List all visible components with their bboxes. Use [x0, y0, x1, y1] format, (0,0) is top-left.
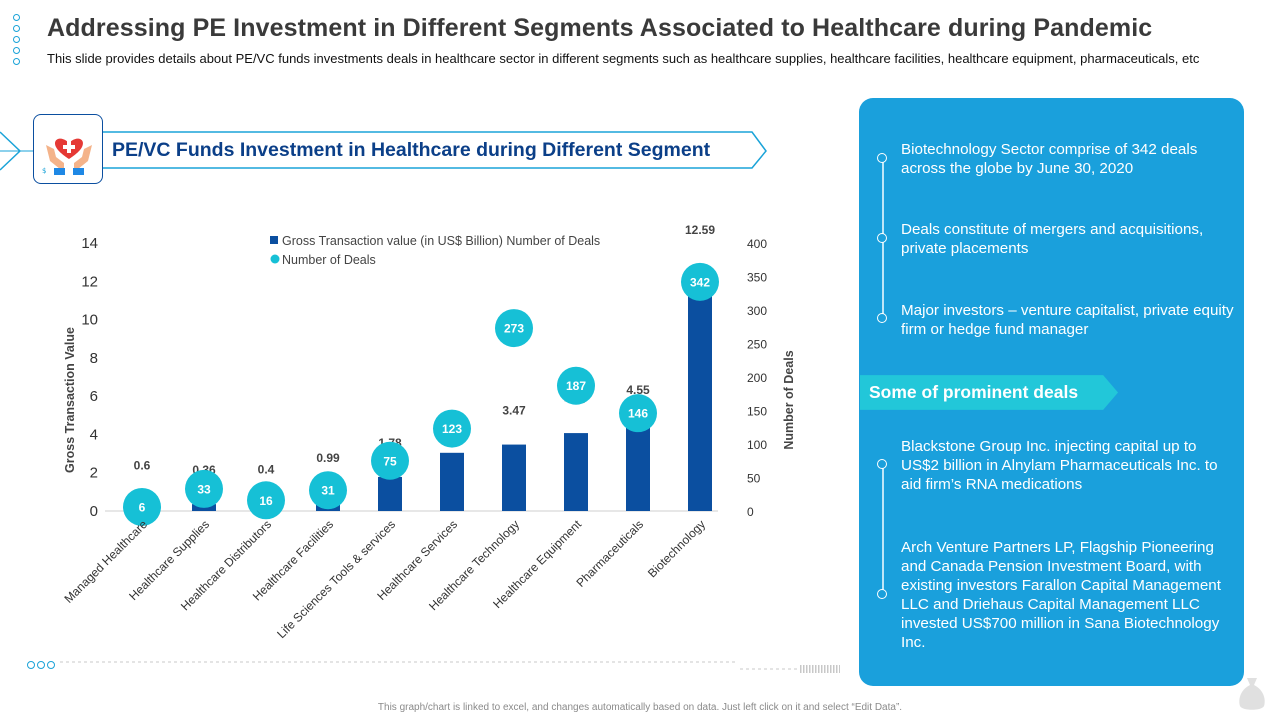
y2-tick-label: 250 [747, 338, 767, 352]
insight-text: Major investors – venture capitalist, pr… [901, 302, 1234, 338]
decorative-dots [13, 14, 20, 69]
bar [502, 444, 526, 511]
y-axis-title: Gross Transaction Value [63, 327, 77, 473]
bar-data-label: 0.99 [316, 451, 340, 465]
bar-data-label: 12.59 [685, 223, 715, 237]
insight-text: Deals constitute of mergers and acquisit… [901, 221, 1204, 257]
timeline-dot [877, 459, 887, 469]
bar [440, 452, 464, 511]
deal-count-label: 187 [566, 379, 586, 393]
deal-count-label: 342 [690, 275, 710, 289]
y2-tick-label: 50 [747, 472, 761, 486]
bar-data-label: 0.6 [134, 459, 151, 473]
deals-heading-tag [860, 375, 1119, 410]
insight-text: Biotechnology Sector comprise of 342 dea… [901, 141, 1198, 177]
y-tick-label: 2 [90, 465, 98, 482]
bar [378, 476, 402, 511]
svg-text:$: $ [42, 167, 46, 175]
deal-count-bubble [433, 409, 471, 448]
deal-count-bubble [495, 309, 533, 348]
y2-tick-label: 0 [747, 505, 754, 519]
timeline-dot [877, 313, 887, 323]
deals-heading: Some of prominent deals [869, 382, 1079, 402]
bar [688, 269, 712, 511]
deal-count-label: 75 [383, 454, 397, 468]
y-tick-label: 0 [90, 503, 98, 520]
deal-count-label: 33 [197, 482, 211, 496]
bar [564, 433, 588, 511]
y-tick-label: 14 [81, 235, 98, 252]
category-label: Pharmaceuticals [573, 517, 646, 590]
decorative-bottom-dots [27, 656, 57, 674]
page-subtitle: This slide provides details about PE/VC … [47, 51, 1200, 66]
deal-count-bubble [619, 394, 657, 433]
bar-data-label: 0.4 [258, 462, 275, 476]
deal-count-bubble [185, 469, 223, 508]
y2-axis-title: Number of Deals [782, 350, 796, 449]
y2-tick-label: 100 [747, 438, 767, 452]
y2-tick-label: 300 [747, 304, 767, 318]
timeline-dot [877, 233, 887, 243]
bar [626, 423, 650, 511]
y2-tick-label: 150 [747, 405, 767, 419]
deal-text: Blackstone Group Inc. injecting capital … [901, 438, 1218, 493]
y-tick-label: 10 [81, 312, 98, 329]
timeline-dot [877, 589, 887, 599]
y2-tick-label: 200 [747, 371, 767, 385]
combo-chart: 0 2 4 6 8 10 12 14 0 50 100 150 200 250 300 350 400 0.6… [60, 223, 840, 673]
legend-bar-swatch [270, 236, 278, 244]
category-label: Biotechnology [645, 517, 708, 580]
deal-text: Arch Venture Partners LP, Flagship Pione… [901, 539, 1221, 651]
y-tick-label: 12 [81, 273, 98, 290]
deal-count-bubble [123, 487, 161, 526]
deal-count-label: 273 [504, 322, 524, 336]
deal-count-label: 123 [442, 422, 462, 436]
category-label: Life Sciences Tools & services [274, 517, 398, 641]
legend-bar-label: Gross Transaction value (in US$ Billion)… [282, 234, 600, 248]
deal-count-bubble [247, 481, 285, 520]
y-tick-label: 6 [90, 388, 98, 405]
timeline-dot [877, 153, 887, 163]
page-title: Addressing PE Investment in Different Se… [47, 14, 1153, 42]
deal-count-bubble [681, 262, 719, 301]
deal-count-label: 16 [259, 494, 273, 508]
timeline-line-bottom [882, 464, 884, 594]
healthcare-icon-box: $ [33, 114, 103, 184]
deal-count-bubble [309, 471, 347, 510]
y2-tick-label: 350 [747, 271, 767, 285]
deal-count-label: 31 [321, 484, 335, 498]
legend-bubble-label: Number of Deals [282, 253, 376, 267]
chart-section-title: PE/VC Funds Investment in Healthcare dur… [112, 139, 711, 161]
bar-data-label: 3.47 [502, 404, 526, 418]
deal-count-label: 146 [628, 407, 648, 421]
bar-data-label: 4.55 [626, 383, 650, 397]
deal-count-bubble [557, 366, 595, 405]
y-tick-label: 8 [90, 350, 98, 367]
healthcare-hands-heart-icon: $ [42, 138, 92, 175]
deal-count-label: 6 [139, 500, 146, 514]
y-tick-label: 4 [90, 426, 98, 443]
y2-tick-label: 400 [747, 237, 767, 251]
money-bag-icon [1239, 678, 1265, 710]
footer-note: This graph/chart is linked to excel, and… [377, 702, 903, 713]
deal-count-bubble [371, 441, 409, 480]
legend-bubble-swatch [270, 254, 280, 264]
